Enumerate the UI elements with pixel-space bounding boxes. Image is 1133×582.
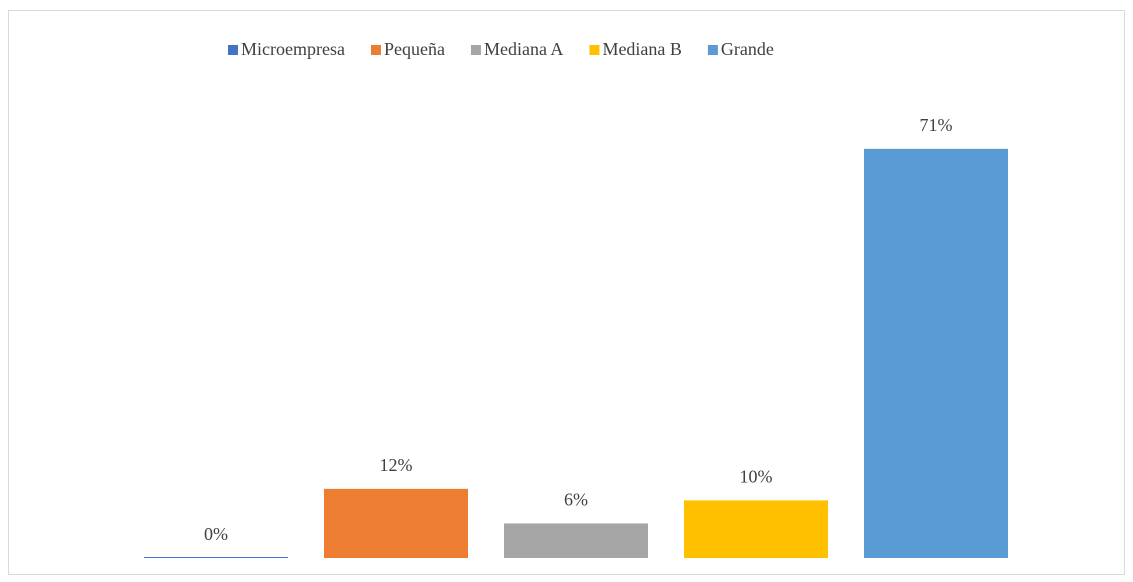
legend-label: Mediana A xyxy=(484,39,563,59)
data-label: 6% xyxy=(564,490,588,510)
legend-label: Mediana B xyxy=(602,39,681,59)
legend-label: Microempresa xyxy=(241,39,345,59)
legend-swatch xyxy=(589,45,600,55)
legend-swatch xyxy=(470,45,481,55)
legend-swatch xyxy=(370,45,381,55)
legend-label: Pequeña xyxy=(384,39,445,59)
bar xyxy=(324,488,468,558)
bar xyxy=(144,557,288,558)
data-label: 71% xyxy=(920,115,953,135)
bar xyxy=(864,148,1008,559)
bar xyxy=(684,500,828,558)
data-label: 10% xyxy=(740,467,773,487)
legend-label: Grande xyxy=(721,39,774,59)
legend-swatch xyxy=(228,45,238,55)
legend-swatch xyxy=(707,45,718,55)
bar xyxy=(504,523,648,558)
data-label: 12% xyxy=(380,455,413,475)
data-label: 0% xyxy=(204,524,228,544)
